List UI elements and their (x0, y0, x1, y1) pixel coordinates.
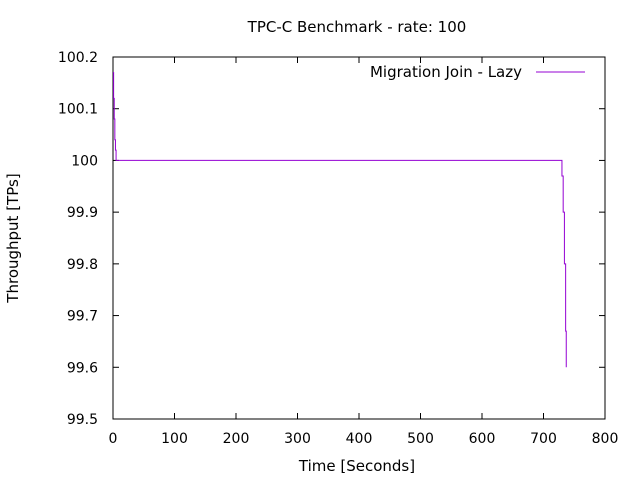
y-tick-label: 99.5 (67, 412, 98, 428)
y-tick-label: 100 (71, 153, 98, 169)
plot-area (112, 56, 606, 420)
series-group (113, 72, 567, 368)
x-tick-label: 200 (223, 431, 250, 447)
y-tick-label: 99.6 (67, 360, 98, 376)
y-tick-label: 100.2 (58, 50, 98, 66)
legend-label: Migration Join - Lazy (370, 63, 522, 81)
x-tick-label: 400 (346, 431, 373, 447)
x-tick-label: 300 (284, 431, 311, 447)
y-tick-label: 99.8 (67, 257, 98, 273)
x-tick-label: 0 (109, 431, 118, 447)
chart-title: TPC-C Benchmark - rate: 100 (247, 18, 467, 36)
y-axis-tick-labels: 99.5 99.6 99.7 99.8 99.9 100 100.1 100.2 (58, 50, 98, 428)
x-axis-tick-labels: 0 100 200 300 400 500 600 700 800 (109, 431, 619, 447)
series-line (113, 72, 567, 368)
x-tick-label: 800 (592, 431, 619, 447)
y-tick-label: 99.9 (67, 205, 98, 221)
y-axis-label: Throughput [TPs] (4, 173, 22, 303)
y-tick-label: 100.1 (58, 102, 98, 118)
legend: Migration Join - Lazy (370, 63, 585, 81)
x-tick-label: 100 (161, 431, 188, 447)
x-tick-label: 600 (469, 431, 496, 447)
x-tick-label: 500 (407, 431, 434, 447)
x-axis-label: Time [Seconds] (298, 457, 415, 475)
axis-ticks (112, 56, 606, 420)
plot-frame (112, 56, 606, 420)
y-tick-label: 99.7 (67, 309, 98, 325)
x-tick-label: 700 (530, 431, 557, 447)
